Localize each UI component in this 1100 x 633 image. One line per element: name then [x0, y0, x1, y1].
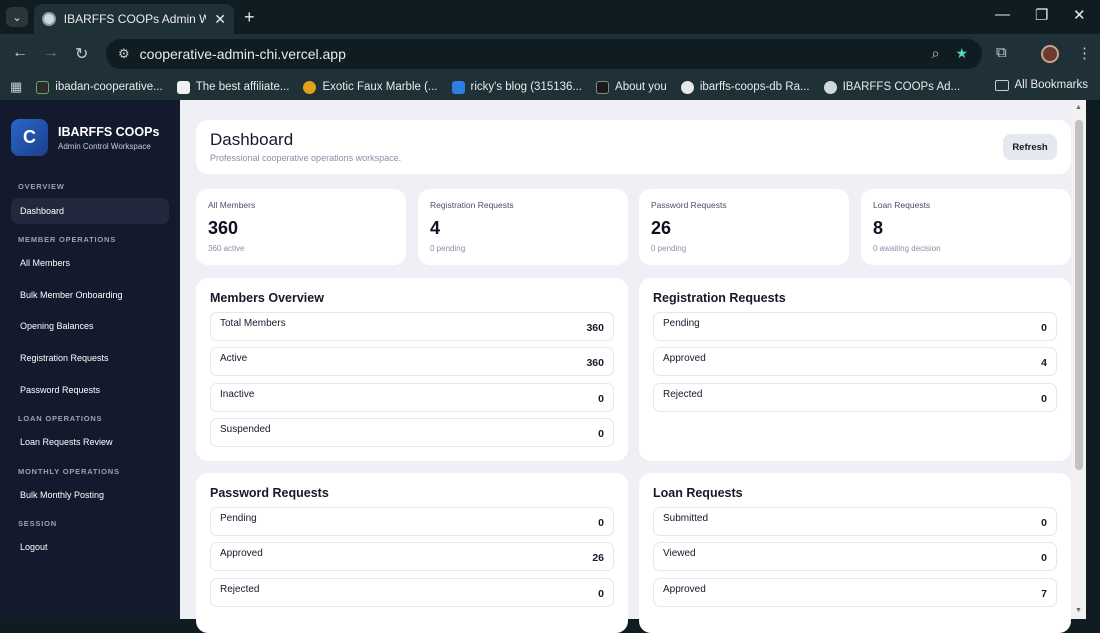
sidebar-item-password-requests[interactable]: Password Requests	[20, 385, 101, 395]
section-loan-operations: LOAN OPERATIONS	[18, 414, 103, 423]
globe-icon	[42, 12, 56, 26]
tab-title: IBARFFS COOPs Admin Workspace	[63, 12, 207, 26]
stat-value: 360	[208, 218, 239, 238]
list-item: Suspended 0	[210, 418, 614, 447]
brand: C IBARFFS COOPs Admin Control Workspace	[11, 119, 159, 156]
brand-subtitle: Admin Control Workspace	[58, 141, 151, 151]
address-bar[interactable]: ⚙ cooperative-admin-chi.vercel.app ⌕ ★	[106, 39, 982, 69]
sidebar-item-bulk-onboarding[interactable]: Bulk Member Onboarding	[20, 290, 123, 300]
brand-logo: C	[11, 119, 48, 156]
sidebar-item-dashboard[interactable]: Dashboard	[11, 198, 169, 224]
list-item: Approved 7	[653, 578, 1057, 607]
restore-icon[interactable]: ❐	[1035, 7, 1049, 24]
sidebar-item-registration-requests[interactable]: Registration Requests	[20, 353, 109, 363]
tab-search-icon[interactable]: ⌄	[6, 7, 28, 27]
reload-icon[interactable]: ↻	[75, 46, 89, 63]
stat-label: All Members	[208, 200, 256, 210]
stat-card-all-members: All Members 360 360 active	[196, 189, 406, 265]
browser-tabbar: ⌄ IBARFFS COOPs Admin Workspace ✕ + — ❐ …	[0, 0, 1100, 34]
brand-name: IBARFFS COOPs	[58, 124, 160, 139]
bookmarks-bar: ▦ ibadan-cooperative... The best affilia…	[0, 74, 1100, 100]
members-overview-panel: Members Overview Total Members 360 Active…	[196, 278, 628, 461]
sidebar-item-opening-balances[interactable]: Opening Balances	[20, 321, 94, 331]
registration-requests-panel: Registration Requests Pending 0 Approved 4…	[639, 278, 1071, 461]
stat-card-loan-requests: Loan Requests 8 0 awaiting decision	[861, 189, 1071, 265]
sidebar-item-bulk-monthly-posting[interactable]: Bulk Monthly Posting	[20, 490, 105, 500]
bookmark-item[interactable]: IBARFFS COOPs Ad...	[823, 80, 960, 94]
panel-title: Members Overview	[210, 291, 324, 305]
bookmark-item[interactable]: About you	[596, 80, 667, 94]
panel-title: Loan Requests	[653, 486, 743, 500]
stat-label: Loan Requests	[873, 200, 931, 210]
section-monthly-operations: MONTHLY OPERATIONS	[18, 467, 120, 476]
bookmark-item[interactable]: Exotic Faux Marble (...	[303, 80, 438, 94]
panel-title: Registration Requests	[653, 291, 786, 305]
stat-label: Password Requests	[651, 200, 727, 210]
list-item: Total Members 360	[210, 312, 614, 341]
browser-tab[interactable]: IBARFFS COOPs Admin Workspace ✕	[34, 4, 234, 34]
stat-note: 0 awaiting decision	[873, 244, 941, 253]
list-item: Active 360	[210, 347, 614, 376]
sidebar: C IBARFFS COOPs Admin Control Workspace …	[0, 100, 180, 619]
list-item: Pending 0	[210, 507, 614, 536]
bookmark-item[interactable]: ibarffs-coops-db Ra...	[680, 80, 810, 94]
apps-icon[interactable]: ▦	[10, 79, 23, 94]
list-item: Rejected 0	[653, 383, 1057, 412]
stat-note: 0 pending	[651, 244, 687, 253]
folder-icon	[994, 79, 1009, 91]
back-icon[interactable]: ←	[12, 44, 28, 61]
scroll-down-icon[interactable]: ▼	[1075, 607, 1082, 614]
all-bookmarks[interactable]: All Bookmarks	[994, 79, 1088, 91]
list-item: Inactive 0	[210, 383, 614, 412]
list-item: Approved 26	[210, 542, 614, 571]
list-item: Submitted 0	[653, 507, 1057, 536]
menu-icon[interactable]: ⋮	[1077, 45, 1092, 62]
scrollbar-thumb[interactable]	[1075, 120, 1083, 470]
page-title: Dashboard	[210, 130, 294, 149]
section-overview: OVERVIEW	[18, 182, 65, 191]
list-item: Pending 0	[653, 312, 1057, 341]
url-text: cooperative-admin-chi.vercel.app	[139, 46, 346, 62]
stat-note: 0 pending	[430, 244, 466, 253]
stat-label: Registration Requests	[430, 200, 514, 210]
zoom-icon[interactable]: ⌕	[931, 45, 940, 61]
scrollbar[interactable]: ▲ ▼	[1072, 100, 1086, 619]
site-info-icon[interactable]: ⚙	[118, 46, 130, 61]
refresh-button[interactable]: Refresh	[1003, 134, 1057, 160]
bookmark-item[interactable]: The best affiliate...	[176, 80, 289, 94]
sidebar-item-logout[interactable]: Logout	[20, 542, 48, 552]
list-item: Viewed 0	[653, 542, 1057, 571]
section-session: SESSION	[18, 519, 57, 528]
list-item: Approved 4	[653, 347, 1057, 376]
page-subtitle: Professional cooperative operations work…	[210, 153, 402, 163]
stat-value: 26	[651, 218, 672, 238]
stat-card-registration-requests: Registration Requests 4 0 pending	[418, 189, 628, 265]
sidebar-item-all-members[interactable]: All Members	[20, 258, 71, 268]
list-item: Rejected 0	[210, 578, 614, 607]
close-icon[interactable]: ✕	[214, 10, 226, 27]
app-root: C IBARFFS COOPs Admin Control Workspace …	[0, 100, 1100, 633]
bookmark-item[interactable]: ibadan-cooperative...	[36, 80, 163, 94]
profile-avatar[interactable]	[1041, 45, 1059, 63]
scroll-up-icon[interactable]: ▲	[1075, 104, 1082, 111]
forward-icon[interactable]: →	[43, 44, 59, 61]
new-tab-icon[interactable]: +	[244, 7, 255, 27]
panel-title: Password Requests	[210, 486, 329, 500]
main-content: Dashboard Professional cooperative opera…	[180, 100, 1086, 633]
stat-value: 8	[873, 218, 884, 238]
dashboard-header: Dashboard Professional cooperative opera…	[196, 120, 1071, 174]
extensions-icon[interactable]: ⧉	[996, 44, 1007, 61]
loan-requests-panel: Loan Requests Submitted 0 Viewed 0 Approve…	[639, 473, 1071, 633]
password-requests-panel: Password Requests Pending 0 Approved 26 Re…	[196, 473, 628, 633]
minimize-icon[interactable]: —	[995, 6, 1010, 23]
window-close-icon[interactable]: ✕	[1073, 7, 1086, 24]
stat-value: 4	[430, 218, 441, 238]
sidebar-item-loan-requests-review[interactable]: Loan Requests Review	[20, 437, 113, 447]
bookmark-item[interactable]: ricky's blog (315136...	[451, 80, 582, 94]
bookmark-star-icon[interactable]: ★	[955, 45, 968, 61]
stat-note: 360 active	[208, 244, 245, 253]
stat-card-password-requests: Password Requests 26 0 pending	[639, 189, 849, 265]
section-member-operations: MEMBER OPERATIONS	[18, 235, 117, 244]
browser-toolbar: ← → ↻ ⚙ cooperative-admin-chi.vercel.app…	[0, 34, 1100, 74]
